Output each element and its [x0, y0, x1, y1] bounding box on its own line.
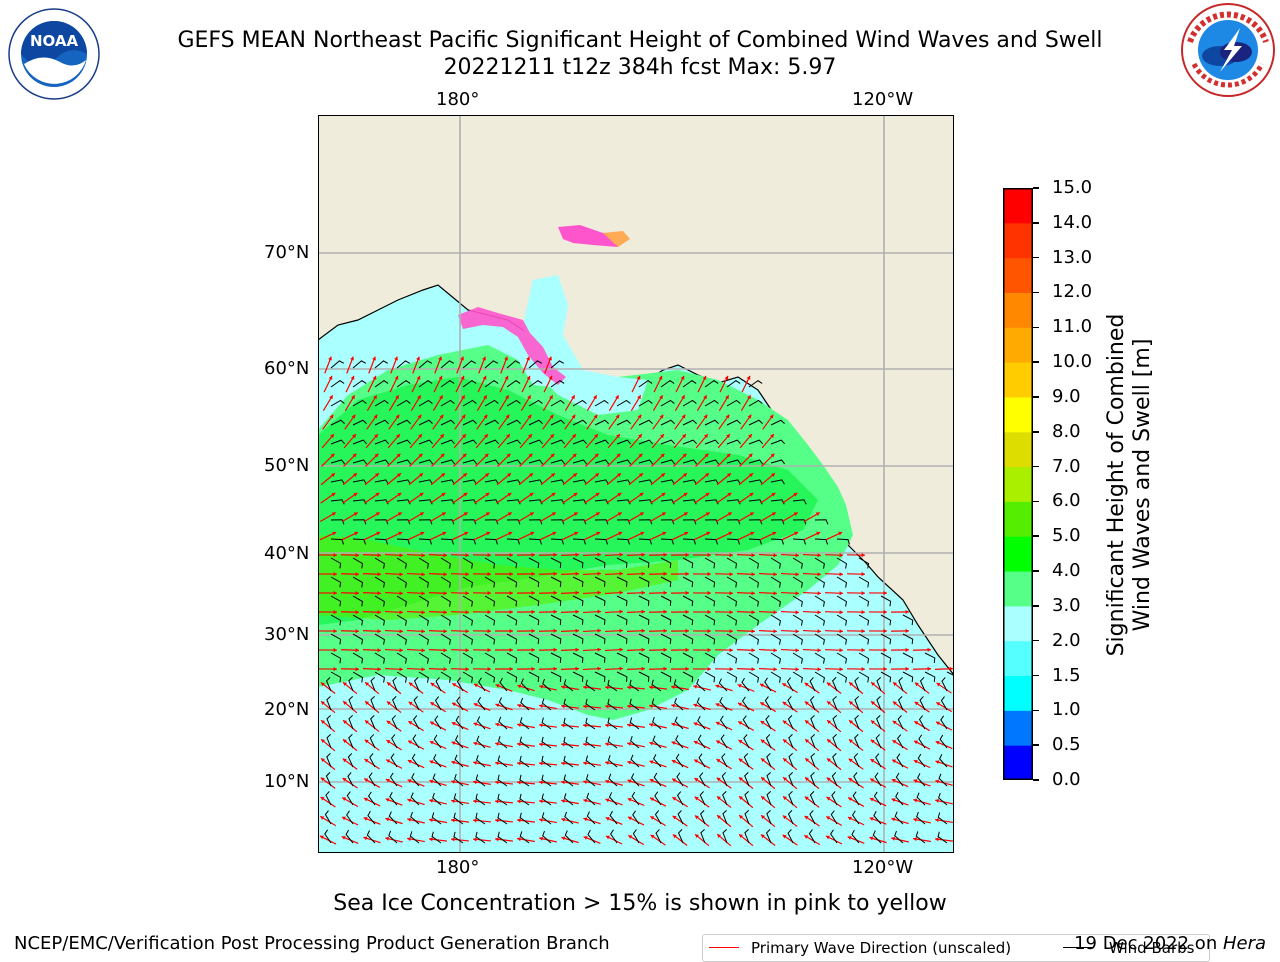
colorbar-band — [1003, 292, 1033, 327]
colorbar-tick-mark — [1033, 361, 1039, 363]
lon-label-bottom-180: 180° — [436, 857, 479, 878]
colorbar-ticks: 0.0 0.5 1.0 1.5 2.0 3.0 4.0 5.0 6.0 7.0 8.0 9.0 10.0… — [1033, 180, 1113, 792]
colorbar-tick-mark — [1033, 501, 1039, 503]
colorbar-tick-label: 0.0 — [1052, 769, 1081, 790]
colorbar-tick-label: 4.0 — [1052, 560, 1081, 581]
footer-date-text: 19 Dec 2022 on — [1074, 933, 1223, 954]
colorbar-band — [1003, 258, 1033, 293]
colorbar-tick-mark — [1033, 431, 1039, 433]
footer-machine-name: Hera — [1223, 933, 1266, 954]
wave-direction-swatch — [709, 947, 739, 948]
lat-label-30n: 30°N — [264, 624, 309, 645]
colorbar-band — [1003, 223, 1033, 258]
colorbar-tick-label: 1.0 — [1052, 699, 1081, 720]
colorbar-tick-label: 7.0 — [1052, 456, 1081, 477]
sea-ice-note: Sea Ice Concentration > 15% is shown in … — [0, 891, 1280, 916]
lon-label-top-180: 180° — [436, 89, 479, 110]
colorbar-tick-label: 1.5 — [1052, 665, 1081, 686]
colorbar-tick-label: 12.0 — [1052, 281, 1092, 302]
colorbar — [1003, 188, 1033, 780]
colorbar-bands — [1003, 188, 1033, 780]
map-canvas — [318, 115, 954, 853]
colorbar-tick-label: 15.0 — [1052, 177, 1092, 198]
colorbar-band — [1003, 745, 1033, 780]
colorbar-tick-mark — [1033, 222, 1039, 224]
colorbar-band — [1003, 467, 1033, 502]
footer-date: 19 Dec 2022 on Hera — [1074, 933, 1266, 954]
colorbar-band — [1003, 571, 1033, 606]
colorbar-tick-mark — [1033, 187, 1039, 189]
colorbar-band — [1003, 432, 1033, 467]
svg-text:NOAA: NOAA — [30, 32, 79, 50]
colorbar-tick-mark — [1033, 570, 1039, 572]
colorbar-band — [1003, 606, 1033, 641]
noaa-logo: NOAA — [8, 8, 100, 100]
lat-label-10n: 10°N — [264, 771, 309, 792]
colorbar-band — [1003, 710, 1033, 745]
colorbar-tick-mark — [1033, 779, 1039, 781]
colorbar-band — [1003, 397, 1033, 432]
footer-credit: NCEP/EMC/Verification Post Processing Pr… — [14, 933, 610, 954]
lat-label-40n: 40°N — [264, 543, 309, 564]
colorbar-band — [1003, 327, 1033, 362]
lon-label-bottom-120w: 120°W — [852, 857, 913, 878]
colorbar-tick-mark — [1033, 605, 1039, 607]
colorbar-tick-mark — [1033, 675, 1039, 677]
colorbar-band — [1003, 676, 1033, 711]
lat-label-60n: 60°N — [264, 358, 309, 379]
colorbar-band — [1003, 188, 1033, 223]
lat-label-70n: 70°N — [264, 242, 309, 263]
colorbar-tick-label: 11.0 — [1052, 316, 1092, 337]
colorbar-tick-mark — [1033, 744, 1039, 746]
colorbar-tick-label: 9.0 — [1052, 386, 1081, 407]
colorbar-label-line2: Wind Waves and Swell [m] — [1130, 295, 1156, 675]
colorbar-tick-mark — [1033, 710, 1039, 712]
wave-height-map: Primary Wave Direction (unscaled) Wind B… — [318, 115, 954, 853]
colorbar-tick-mark — [1033, 466, 1039, 468]
colorbar-band — [1003, 536, 1033, 571]
colorbar-tick-label: 8.0 — [1052, 421, 1081, 442]
lat-label-50n: 50°N — [264, 455, 309, 476]
colorbar-tick-mark — [1033, 396, 1039, 398]
colorbar-band — [1003, 641, 1033, 676]
colorbar-tick-mark — [1033, 535, 1039, 537]
colorbar-tick-label: 10.0 — [1052, 351, 1092, 372]
chart-title-line2: 20221211 t12z 384h fcst Max: 5.97 — [0, 55, 1280, 81]
colorbar-band — [1003, 501, 1033, 536]
colorbar-tick-label: 2.0 — [1052, 630, 1081, 651]
colorbar-tick-label: 0.5 — [1052, 734, 1081, 755]
colorbar-tick-label: 13.0 — [1052, 247, 1092, 268]
colorbar-tick-mark — [1033, 257, 1039, 259]
lat-label-20n: 20°N — [264, 699, 309, 720]
colorbar-tick-label: 5.0 — [1052, 525, 1081, 546]
nws-logo — [1180, 2, 1276, 98]
colorbar-tick-label: 3.0 — [1052, 595, 1081, 616]
colorbar-tick-label: 6.0 — [1052, 490, 1081, 511]
colorbar-tick-mark — [1033, 292, 1039, 294]
colorbar-tick-mark — [1033, 640, 1039, 642]
colorbar-tick-mark — [1033, 327, 1039, 329]
colorbar-label-line1: Significant Height of Combined — [1104, 295, 1130, 675]
lon-label-top-120w: 120°W — [852, 89, 913, 110]
colorbar-tick-label: 14.0 — [1052, 212, 1092, 233]
colorbar-band — [1003, 362, 1033, 397]
chart-title-line1: GEFS MEAN Northeast Pacific Significant … — [0, 28, 1280, 54]
wave-direction-legend-label: Primary Wave Direction (unscaled) — [751, 939, 1011, 957]
